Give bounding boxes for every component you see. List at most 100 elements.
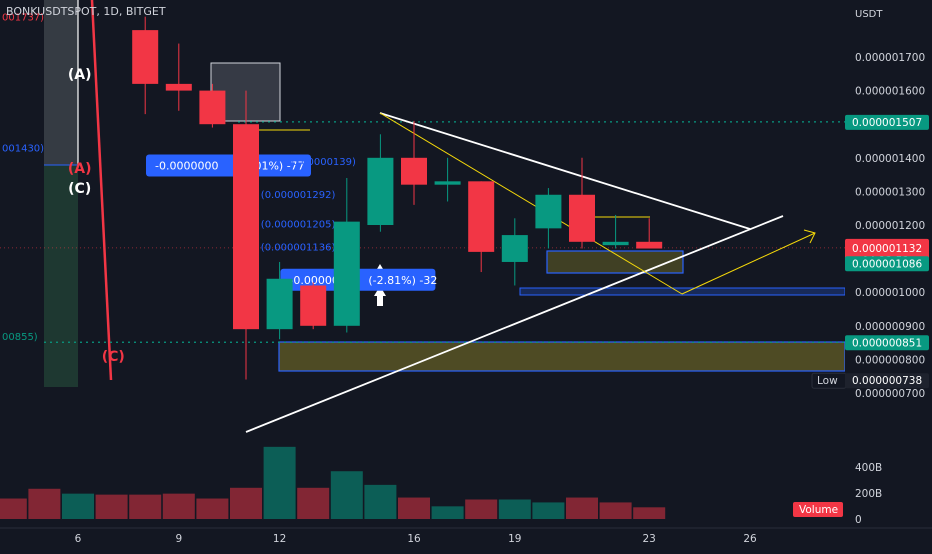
measure-label-box-0[interactable] — [146, 154, 311, 177]
volume-bar-2[interactable] — [62, 493, 94, 519]
demand-zone[interactable] — [278, 341, 846, 372]
wave-label-2: (C) — [68, 181, 91, 197]
volume-bar-18[interactable] — [599, 502, 632, 519]
price-axis-bg — [845, 0, 932, 550]
measure-label-value-0: -0.0000000 — [155, 160, 218, 173]
edge-label-1: 001430) — [2, 144, 44, 155]
candle-body-2[interactable] — [199, 90, 226, 125]
wave-label-0: (A) — [68, 67, 92, 83]
fib-label-0: (0.000001292) — [261, 190, 336, 201]
volume-bar-17[interactable] — [566, 497, 598, 519]
low-tag-label: Low — [817, 375, 838, 387]
time-tick-4: 19 — [508, 533, 521, 545]
time-tick-5: 23 — [643, 533, 656, 545]
edge-label-2: 00855) — [2, 332, 38, 343]
price-badge-2[interactable] — [845, 256, 929, 272]
volume-bar-10[interactable] — [330, 471, 363, 519]
yellow-arrow-head — [803, 229, 816, 244]
volume-tag-box[interactable] — [793, 502, 843, 517]
price-tick-0: 0.000001700 — [855, 52, 925, 64]
triangle-upper-line[interactable] — [379, 112, 751, 230]
time-tick-0: 6 — [75, 533, 82, 545]
volume-bar-9[interactable] — [297, 487, 330, 519]
candle-body-9[interactable] — [434, 181, 461, 185]
price-badge-label-2: 0.000001086 — [852, 258, 922, 270]
volume-bar-0[interactable] — [0, 498, 27, 519]
measure-block-teal — [44, 165, 78, 387]
symbol-title[interactable]: BONKUSDTSPOT, 1D, BITGET — [6, 5, 166, 18]
price-badge-label-0: 0.000001507 — [852, 117, 922, 129]
volume-tick-1: 200B — [855, 488, 882, 500]
price-tick-1: 0.000001600 — [855, 86, 925, 98]
volume-bar-5[interactable] — [162, 493, 195, 519]
candle-body-8[interactable] — [401, 157, 427, 185]
price-tick-5: 0.000001000 — [855, 287, 925, 299]
candle-body-4[interactable] — [266, 278, 293, 330]
measure-block-gray — [44, 0, 78, 165]
wave-line-red — [90, 0, 113, 381]
volume-bar-4[interactable] — [129, 494, 162, 519]
price-tick-4: 0.000001200 — [855, 220, 925, 232]
candles-layer[interactable] — [132, 16, 663, 380]
volume-bar-13[interactable] — [431, 506, 464, 519]
price-badge-label-1: 0.000001132 — [852, 243, 922, 255]
volume-bar-3[interactable] — [95, 494, 128, 519]
volume-tick-0: 400B — [855, 462, 882, 474]
candle-body-15[interactable] — [636, 241, 663, 249]
price-badge-0[interactable] — [845, 114, 929, 130]
volume-bar-1[interactable] — [28, 488, 61, 519]
resistance-box[interactable] — [546, 250, 684, 274]
candle-body-0[interactable] — [132, 30, 159, 84]
time-tick-2: 12 — [273, 533, 286, 545]
price-tick-6: 0.000000900 — [855, 321, 925, 333]
volume-bar-16[interactable] — [532, 502, 565, 519]
price-tick-7: 0.000000800 — [855, 354, 925, 366]
candle-body-12[interactable] — [535, 194, 562, 229]
fib-label-1: (0.000001205) — [261, 219, 336, 230]
volume-bar-8[interactable] — [263, 446, 296, 519]
time-tick-1: 9 — [175, 533, 182, 545]
volume-layer[interactable] — [0, 446, 666, 520]
price-badge-4[interactable] — [845, 373, 929, 389]
candle-body-10[interactable] — [468, 181, 495, 252]
price-tick-3: 0.000001300 — [855, 186, 925, 198]
candle-body-1[interactable] — [165, 83, 192, 91]
volume-bar-11[interactable] — [364, 484, 397, 519]
fib-label-3: (0.00000139) — [288, 157, 356, 168]
yellow-projection-line[interactable] — [379, 112, 683, 295]
volume-tick-2: 0 — [855, 514, 862, 526]
up-arrow-stem-1 — [377, 296, 383, 306]
candle-body-13[interactable] — [569, 194, 595, 242]
yellow-target-line[interactable] — [681, 232, 816, 295]
price-tick-2: 0.000001400 — [855, 153, 925, 165]
candle-body-3[interactable] — [233, 124, 259, 330]
price-badge-3[interactable] — [845, 335, 929, 351]
volume-bar-15[interactable] — [498, 499, 531, 520]
price-tick-8: 0.000000700 — [855, 388, 925, 400]
volume-bar-12[interactable] — [398, 497, 430, 519]
candle-body-7[interactable] — [367, 157, 394, 225]
price-axis-currency: USDT — [855, 9, 883, 20]
triangle-lower-line[interactable] — [245, 215, 784, 433]
time-tick-6: 26 — [743, 533, 757, 545]
wave-label-1: (A) — [68, 161, 92, 177]
background-layer — [0, 0, 846, 387]
time-tick-3: 16 — [407, 533, 421, 545]
candle-body-11[interactable] — [501, 235, 528, 262]
volume-bar-7[interactable] — [230, 487, 262, 519]
fib-label-2: (0.000001136) — [261, 243, 336, 254]
candle-body-5[interactable] — [300, 285, 327, 326]
up-arrow-icon-1 — [374, 286, 386, 296]
edge-label-0: 001737) — [2, 13, 44, 24]
volume-bar-6[interactable] — [196, 498, 229, 519]
volume-bar-19[interactable] — [633, 507, 666, 519]
candle-body-14[interactable] — [602, 241, 629, 246]
volume-tag-label: Volume — [799, 504, 838, 516]
volume-bar-14[interactable] — [465, 499, 498, 520]
price-badge-label-4: 0.000000738 — [852, 375, 922, 387]
wave-label-3: (C) — [102, 349, 125, 365]
candle-body-6[interactable] — [333, 221, 360, 326]
